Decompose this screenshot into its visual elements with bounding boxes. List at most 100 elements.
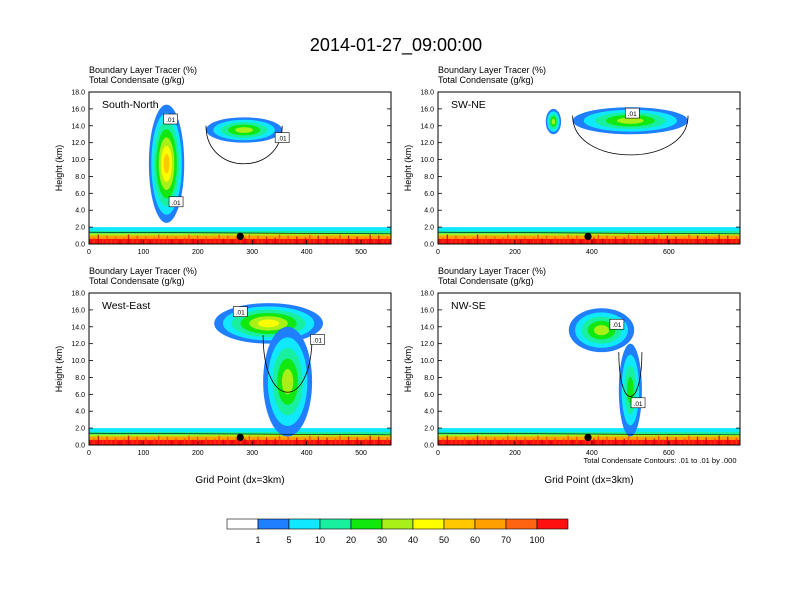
tracer-stripe — [468, 441, 470, 445]
tracer-stripe — [339, 234, 341, 244]
tracer-stripe — [244, 438, 246, 445]
tracer-stripe — [675, 437, 677, 445]
tracer-stripe — [136, 436, 138, 445]
location-marker — [236, 232, 244, 240]
tracer-stripe — [670, 239, 673, 244]
tracer-stripe — [692, 439, 694, 445]
x-tick-label: 0 — [436, 450, 440, 457]
tracer-stripe — [476, 435, 479, 445]
tracer-stripe — [670, 440, 673, 445]
contour-label-box — [609, 318, 625, 330]
tracer-stripe — [300, 441, 302, 445]
subtitle-condensate: Total Condensate (g/kg) — [89, 276, 185, 286]
x-tick-label: 100 — [138, 249, 150, 256]
tracer-stripe — [481, 439, 483, 445]
x-tick-label: 200 — [192, 249, 204, 256]
x-tick-label: 400 — [586, 450, 598, 457]
tracer-stripe — [304, 237, 307, 244]
tracer-stripe — [265, 437, 268, 445]
tracer-stripe — [558, 441, 561, 445]
tracer-stripe — [606, 235, 608, 244]
tracer-stripe — [110, 239, 112, 244]
tracer-stripe — [296, 437, 298, 445]
tracer-stripe — [248, 234, 251, 244]
y-tick-label: 6.0 — [424, 191, 434, 198]
y-tick-label: 8.0 — [75, 174, 85, 181]
tracer-stripe — [541, 439, 543, 445]
tracer-stripe — [658, 234, 660, 244]
contour-label: .01 — [236, 310, 245, 317]
tracer-stripe — [347, 436, 350, 445]
tracer-stripe — [287, 436, 289, 445]
colorbar-cell — [505, 518, 538, 530]
plot-area: .01 .01 .01 — [89, 104, 391, 244]
colorbar-cell — [381, 518, 414, 530]
tracer-stripe — [89, 240, 91, 244]
panel-south-north: .01 .01 .01 South-North Boundary Layer Trace… — [54, 65, 392, 256]
tracer-stripe — [696, 235, 699, 244]
tracer-stripe — [192, 439, 194, 445]
y-tick-label: 2.0 — [424, 225, 434, 232]
tracer-stripe — [317, 436, 320, 445]
tracer-stripe — [261, 239, 263, 244]
tracer-stripe — [692, 238, 694, 244]
y-tick-label: 18.0 — [420, 291, 434, 298]
tracer-stripe — [352, 239, 354, 244]
tracer-stripe — [170, 440, 173, 445]
tracer-stripe — [485, 436, 487, 445]
y-tick-label: 16.0 — [71, 307, 85, 314]
tracer-stripe — [261, 440, 263, 445]
colorbar-cell — [319, 518, 352, 530]
tracer-stripe — [459, 440, 461, 445]
tracer-stripe — [97, 435, 100, 445]
subtitle-condensate: Total Condensate (g/kg) — [438, 75, 534, 85]
tracer-stripe — [502, 237, 505, 244]
tracer-stripe — [326, 236, 328, 244]
tracer-stripe — [532, 237, 535, 244]
tracer-stripe — [244, 237, 246, 244]
tracer-stripe — [494, 236, 496, 244]
tracer-stripe — [192, 238, 194, 244]
panel-west-east: .01 .01 West-East Boundary Layer Tracer (%)… — [54, 266, 392, 486]
tracer-stripe — [537, 234, 539, 244]
tracer-stripe — [343, 439, 345, 445]
tracer-stripe — [658, 435, 660, 445]
x-tick-label: 100 — [138, 450, 150, 457]
tracer-stripe — [666, 436, 669, 445]
tracer-stripe — [709, 441, 712, 445]
x-tick-label: 400 — [586, 249, 598, 256]
tracer-stripe — [205, 236, 207, 244]
tracer-stripe — [584, 437, 587, 445]
tracer-stripe — [378, 436, 380, 445]
tracer-stripe — [597, 234, 600, 244]
tracer-stripe — [606, 436, 608, 445]
y-axis-label: Height (km) — [54, 346, 64, 393]
tracer-stripe — [218, 435, 220, 445]
plot-area: .01 .01 — [89, 303, 391, 445]
tracer-stripe — [727, 436, 729, 445]
panels: .01 .01 .01 South-North Boundary Layer Trace… — [54, 65, 741, 486]
contour-label: .01 — [313, 337, 322, 344]
tracer-stripe — [304, 438, 307, 445]
tracer-stripe — [511, 238, 513, 244]
x-tick-label: 0 — [87, 249, 91, 256]
tracer-stripe — [649, 441, 651, 445]
tracer-stripe — [636, 235, 638, 244]
tracer-stripe — [554, 437, 556, 445]
y-tick-label: 6.0 — [75, 392, 85, 399]
tracer-stripe — [222, 439, 225, 445]
colorbar-cell — [443, 518, 476, 530]
tracer-stripe — [584, 236, 587, 244]
tracer-stripe — [89, 441, 91, 445]
tracer-stripe — [632, 439, 634, 445]
tracer-stripe — [714, 237, 716, 244]
tracer-stripe — [589, 240, 591, 244]
tracer-stripe — [455, 235, 457, 244]
tracer-stripe — [438, 441, 440, 445]
tracer-stripe — [231, 239, 233, 244]
contour-label: .01 — [278, 136, 287, 143]
contour-label-box — [163, 113, 178, 125]
tracer-stripe — [627, 234, 630, 244]
x-tick-label: 400 — [301, 249, 313, 256]
